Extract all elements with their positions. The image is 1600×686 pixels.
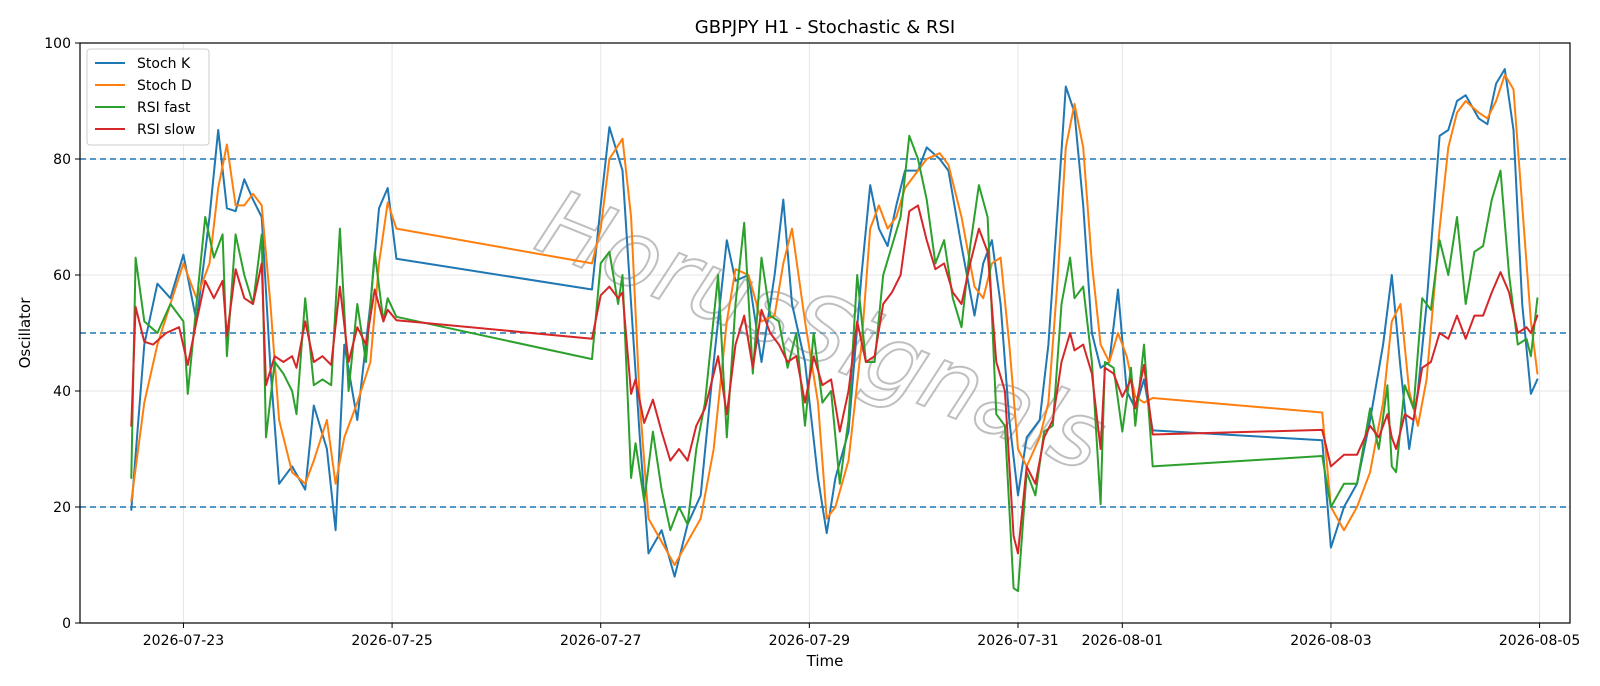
x-tick-label: 2026-08-05 — [1499, 633, 1580, 649]
legend-label: Stoch D — [137, 78, 192, 94]
plot-frame — [79, 42, 1571, 624]
legend: Stoch K Stoch D RSI fast RSI slow — [86, 48, 210, 146]
x-axis: 2026-07-23 2026-07-25 2026-07-27 2026-07-29… — [143, 623, 1580, 649]
y-tick-label: 20 — [53, 500, 71, 516]
x-tick-label: 2026-07-23 — [143, 633, 224, 649]
x-tick-label: 2026-07-31 — [977, 633, 1058, 649]
y-tick-label: 0 — [62, 616, 71, 632]
y-tick-label: 40 — [53, 384, 71, 400]
x-tick-label: 2026-07-29 — [769, 633, 850, 649]
series-line-stoch-d — [130, 73, 1539, 566]
series-line-stoch-k — [130, 68, 1539, 578]
y-tick-label: 60 — [53, 268, 71, 284]
x-tick-label: 2026-07-25 — [351, 633, 432, 649]
y-axis: 0 20 40 60 80 100 — [44, 36, 80, 632]
series-layer — [130, 68, 1539, 593]
x-tick-label: 2026-08-03 — [1290, 633, 1371, 649]
legend-label: RSI fast — [137, 100, 191, 116]
x-tick-label: 2026-07-27 — [560, 633, 641, 649]
series-line-rsi-fast — [130, 134, 1539, 593]
x-tick-label: 2026-08-01 — [1082, 633, 1163, 649]
y-axis-label: Oscillator — [16, 297, 34, 369]
x-axis-label: Time — [806, 652, 844, 670]
y-tick-label: 100 — [44, 36, 71, 52]
legend-label: Stoch K — [137, 56, 191, 72]
legend-box — [86, 48, 210, 146]
chart-title: GBPJPY H1 - Stochastic & RSI — [695, 17, 955, 38]
legend-label: RSI slow — [137, 122, 195, 138]
series-line-rsi-slow — [130, 204, 1539, 555]
y-tick-label: 80 — [53, 152, 71, 168]
